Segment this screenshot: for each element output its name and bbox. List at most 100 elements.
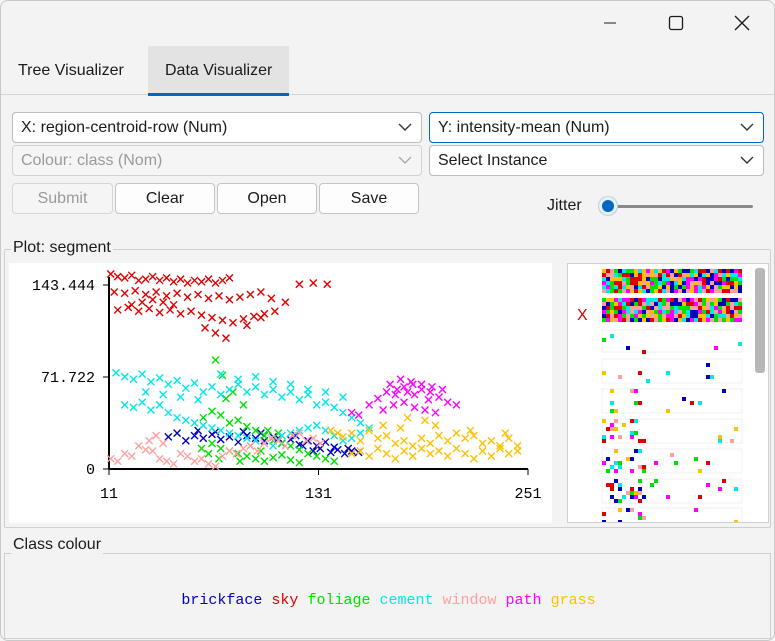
data-point[interactable] bbox=[225, 295, 234, 304]
matrix-row[interactable] bbox=[601, 297, 743, 323]
data-point[interactable] bbox=[234, 416, 243, 425]
attribute-matrix-svg[interactable]: X bbox=[568, 264, 769, 523]
data-point[interactable] bbox=[396, 423, 405, 432]
data-point[interactable] bbox=[242, 434, 251, 443]
data-point[interactable] bbox=[330, 457, 339, 466]
data-point[interactable] bbox=[365, 452, 374, 461]
data-point[interactable] bbox=[127, 300, 136, 309]
data-point[interactable] bbox=[221, 394, 230, 403]
data-point[interactable] bbox=[173, 376, 182, 385]
data-point[interactable] bbox=[199, 413, 208, 422]
data-point[interactable] bbox=[120, 273, 129, 282]
data-point[interactable] bbox=[408, 452, 417, 461]
data-point[interactable] bbox=[141, 275, 150, 284]
data-point[interactable] bbox=[434, 393, 443, 402]
data-point[interactable] bbox=[208, 382, 216, 391]
data-point[interactable] bbox=[138, 370, 147, 379]
data-point[interactable] bbox=[176, 275, 185, 284]
data-point[interactable] bbox=[113, 305, 122, 314]
data-point[interactable] bbox=[373, 394, 382, 403]
data-point[interactable] bbox=[253, 447, 262, 456]
data-point[interactable] bbox=[216, 411, 225, 420]
data-point[interactable] bbox=[408, 441, 417, 450]
data-point[interactable] bbox=[211, 355, 220, 364]
data-point[interactable] bbox=[234, 438, 243, 447]
data-point[interactable] bbox=[400, 398, 409, 407]
data-point[interactable] bbox=[155, 400, 164, 409]
data-point[interactable] bbox=[347, 408, 356, 417]
matrix-row[interactable] bbox=[601, 507, 743, 523]
data-point[interactable] bbox=[365, 423, 374, 432]
matrix-row[interactable] bbox=[601, 418, 743, 444]
data-point[interactable] bbox=[263, 426, 272, 435]
data-point[interactable] bbox=[242, 388, 251, 397]
data-point[interactable] bbox=[228, 318, 237, 327]
data-point[interactable] bbox=[269, 385, 278, 394]
data-point[interactable] bbox=[190, 276, 199, 285]
data-point[interactable] bbox=[166, 305, 175, 314]
data-point[interactable] bbox=[295, 395, 304, 404]
maximize-icon[interactable] bbox=[653, 5, 699, 41]
data-point[interactable] bbox=[120, 372, 129, 381]
data-point[interactable] bbox=[403, 388, 412, 397]
close-icon[interactable] bbox=[719, 5, 765, 41]
legend-item-brickface[interactable]: brickface bbox=[181, 592, 263, 609]
data-point[interactable] bbox=[461, 434, 470, 443]
data-point[interactable] bbox=[469, 431, 478, 440]
data-point[interactable] bbox=[249, 312, 258, 321]
data-point[interactable] bbox=[211, 462, 220, 471]
data-point[interactable] bbox=[321, 398, 330, 407]
data-point[interactable] bbox=[225, 447, 234, 456]
data-point[interactable] bbox=[421, 405, 429, 414]
data-point[interactable] bbox=[309, 447, 318, 456]
data-point[interactable] bbox=[382, 388, 391, 397]
data-point[interactable] bbox=[277, 431, 286, 440]
data-point[interactable] bbox=[187, 307, 196, 316]
data-point[interactable] bbox=[204, 275, 213, 284]
data-point[interactable] bbox=[208, 407, 216, 416]
data-point[interactable] bbox=[326, 448, 335, 457]
data-point[interactable] bbox=[218, 452, 227, 461]
data-point[interactable] bbox=[251, 454, 260, 463]
data-point[interactable] bbox=[312, 452, 321, 461]
data-point[interactable] bbox=[309, 434, 318, 443]
data-point[interactable] bbox=[260, 390, 269, 399]
data-point[interactable] bbox=[204, 449, 213, 458]
data-point[interactable] bbox=[159, 439, 168, 448]
data-point[interactable] bbox=[501, 429, 510, 438]
data-point[interactable] bbox=[169, 277, 178, 286]
data-point[interactable] bbox=[218, 276, 227, 285]
data-point[interactable] bbox=[316, 439, 325, 448]
data-point[interactable] bbox=[365, 400, 374, 409]
data-point[interactable] bbox=[356, 429, 365, 438]
data-point[interactable] bbox=[211, 279, 220, 287]
data-point[interactable] bbox=[173, 429, 182, 438]
data-point[interactable] bbox=[312, 400, 321, 409]
data-point[interactable] bbox=[183, 279, 192, 287]
data-point[interactable] bbox=[194, 290, 203, 299]
matrix-row[interactable] bbox=[601, 388, 743, 414]
data-point[interactable] bbox=[382, 449, 391, 458]
scatter-plot-svg[interactable]: 143.444 71.722 0 11 131 251 bbox=[9, 263, 552, 523]
legend-item-grass[interactable]: grass bbox=[550, 592, 596, 609]
data-point[interactable] bbox=[145, 436, 154, 445]
matrix-row[interactable] bbox=[601, 358, 743, 384]
data-point[interactable] bbox=[386, 380, 395, 389]
data-point[interactable] bbox=[347, 429, 356, 438]
data-point[interactable] bbox=[281, 441, 290, 450]
matrix-cell[interactable] bbox=[601, 448, 743, 474]
data-point[interactable] bbox=[141, 290, 150, 299]
data-point[interactable] bbox=[204, 294, 213, 303]
data-point[interactable] bbox=[148, 272, 157, 281]
data-point[interactable] bbox=[513, 441, 522, 450]
data-point[interactable] bbox=[216, 435, 225, 444]
data-point[interactable] bbox=[256, 313, 265, 322]
data-point[interactable] bbox=[120, 449, 129, 458]
data-point[interactable] bbox=[338, 393, 347, 402]
data-point[interactable] bbox=[225, 418, 234, 427]
data-point[interactable] bbox=[434, 431, 443, 440]
matrix-scrollbar[interactable] bbox=[755, 268, 765, 373]
data-point[interactable] bbox=[181, 436, 190, 445]
data-point[interactable] bbox=[242, 422, 251, 431]
data-point[interactable] bbox=[431, 408, 440, 417]
